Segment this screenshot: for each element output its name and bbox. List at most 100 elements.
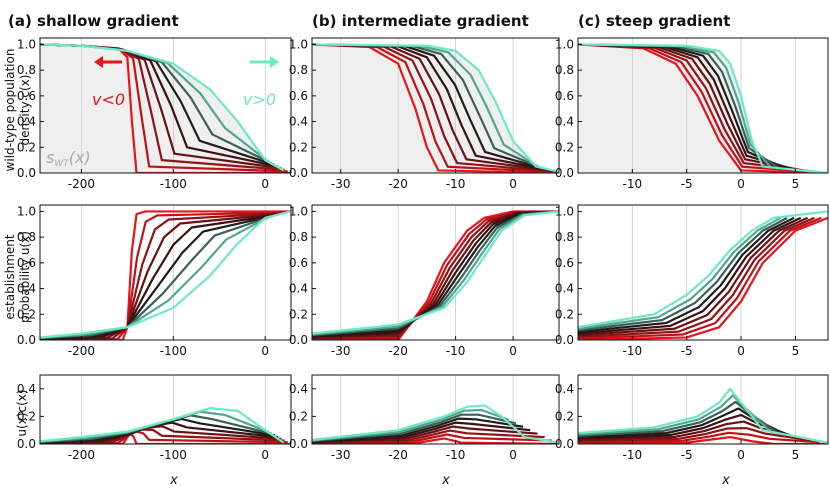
x-tick-label: -10 — [623, 344, 643, 358]
row-label-1-line1: wild-type population — [3, 49, 17, 172]
series-line-interpolated-6 — [312, 413, 517, 442]
plot-area — [40, 38, 291, 173]
row-label-3-line2: u(x)c(x) — [15, 389, 29, 436]
series-line-interpolated-2 — [312, 210, 559, 340]
x-tick-label: -30 — [331, 344, 351, 358]
x-tick-label: -20 — [388, 448, 408, 462]
series-line-interpolated-4 — [312, 210, 559, 338]
axes-frame — [39, 37, 292, 174]
series-line-v-0 — [578, 210, 828, 329]
x-tick-label: -10 — [623, 448, 643, 462]
x-tick-label: 0 — [261, 344, 269, 358]
series-line-interpolated-1 — [40, 211, 288, 340]
series-line-interpolated-1 — [312, 433, 552, 444]
panels: -200 -100 00.00.20.40.60.81.0-30 -20 -10 00.0… — [17, 37, 829, 462]
x-tick-label: 0 — [737, 177, 745, 191]
annotation-v-negative: v<0 — [92, 90, 125, 109]
y-tick-label: 0.4 — [555, 115, 574, 129]
series-line-interpolated-4 — [578, 216, 802, 335]
y-tick-label: 0.8 — [555, 230, 574, 244]
y-tick-label: 0.4 — [555, 282, 574, 296]
annotation-swt: sWT(x) — [46, 148, 91, 169]
y-tick-label: 0.6 — [17, 89, 36, 103]
plot-area — [312, 38, 559, 173]
y-tick-label: 1.0 — [555, 37, 574, 51]
x-tick-label: -100 — [160, 448, 187, 462]
y-tick-label: 0.2 — [555, 140, 574, 154]
axes-frame — [39, 204, 292, 341]
series-line-v-0 — [312, 43, 559, 173]
series-line-interpolated-2 — [578, 427, 812, 443]
series-line-interpolated-5 — [40, 214, 276, 340]
row-label-3: u(x)c(x) — [15, 389, 29, 436]
x-tick-label: -30 — [331, 448, 351, 462]
y-tick-label: 0.4 — [17, 382, 36, 396]
series-line-interpolated-6 — [312, 210, 559, 337]
x-tick-label: 0 — [509, 177, 517, 191]
series-line-interpolated-6 — [40, 215, 273, 340]
axes-frame — [577, 204, 829, 341]
row-label-1: wild-type population density c(x) — [3, 49, 32, 172]
y-tick-label: 0.0 — [289, 437, 308, 451]
y-tick-label: 0.8 — [289, 63, 308, 77]
series-line-interpolated-2 — [578, 216, 815, 338]
plot-area — [578, 205, 828, 340]
series-line-v-0 — [312, 404, 559, 444]
y-tick-label: 0.4 — [17, 282, 36, 296]
row-label-2-line1: establishment — [3, 234, 17, 320]
y-tick-label: 1.0 — [289, 204, 308, 218]
x-tick-label: -10 — [623, 177, 643, 191]
panel-r3-c3: -10 -5 0 5 0.0 0.2 0.4 — [555, 374, 829, 462]
axes-frame — [577, 37, 829, 174]
x-tick-label: -200 — [68, 448, 95, 462]
y-tick-label: 0.0 — [289, 166, 308, 180]
series-line-interpolated-5 — [312, 417, 524, 443]
panel-r3-c1: -200 -100 0 0.0 0.2 0.4 — [17, 374, 292, 462]
y-tick-label: 0.4 — [289, 115, 308, 129]
x-tick-label: 5 — [792, 344, 800, 358]
series-line-v-0-fastest — [312, 210, 559, 340]
y-tick-label: 0.2 — [289, 307, 308, 321]
series-line-v-0 — [312, 210, 559, 335]
series-line-interpolated-3 — [312, 425, 538, 444]
series-line-v-0 — [40, 210, 291, 339]
y-tick-label: 0.2 — [289, 140, 308, 154]
x-tick-label: -5 — [681, 177, 693, 191]
y-tick-label: 0.2 — [17, 307, 36, 321]
col-title-a: (a) shallow gradient — [8, 12, 179, 30]
xlabel-b: x — [441, 473, 450, 488]
x-tick-label: -10 — [446, 344, 466, 358]
y-tick-label: 0.2 — [17, 140, 36, 154]
series-line-interpolated-1 — [578, 216, 822, 340]
y-tick-label: 0.0 — [555, 333, 574, 347]
series-line-interpolated-5 — [578, 216, 795, 334]
panel-r1-c3: -10 -5 0 5 0.0 0.2 0.4 0.6 0.8 1.0 — [555, 37, 829, 191]
y-tick-label: 0.8 — [17, 63, 36, 77]
row-label-2-line2: probability u(x) — [18, 231, 32, 323]
x-tick-label: -20 — [388, 177, 408, 191]
y-tick-label: 0.6 — [289, 256, 308, 270]
y-tick-label: 0.2 — [289, 409, 308, 423]
series-line-v-0 — [578, 43, 828, 173]
y-tick-label: 0.8 — [289, 230, 308, 244]
series-line-v-0-fastest — [312, 437, 559, 444]
x-tick-label: 0 — [261, 448, 269, 462]
axes-frame — [311, 37, 560, 174]
series-line-interpolated-7 — [40, 216, 269, 339]
arrow-right-head-icon — [270, 56, 279, 68]
axes-frame — [577, 374, 829, 445]
series-line-interpolated-5 — [312, 210, 559, 338]
plot-area — [40, 205, 291, 340]
x-tick-label: 5 — [792, 177, 800, 191]
x-tick-label: 0 — [509, 344, 517, 358]
panel-r2-c3: -10 -5 0 5 0.0 0.2 0.4 0.6 0.8 1.0 — [555, 204, 829, 358]
plot-area — [578, 38, 828, 173]
xlabel-a: x — [169, 473, 178, 488]
x-tick-label: -200 — [68, 177, 95, 191]
panel-r2-c2: -30 -20 -10 0 0.0 0.2 0.4 0.6 0.8 1.0 — [289, 204, 560, 358]
series-line-interpolated-1 — [578, 431, 820, 444]
x-tick-label: -100 — [160, 177, 187, 191]
plot-area — [578, 375, 828, 444]
series-line-interpolated-7 — [578, 216, 781, 330]
series-line-interpolated-7 — [312, 408, 510, 442]
